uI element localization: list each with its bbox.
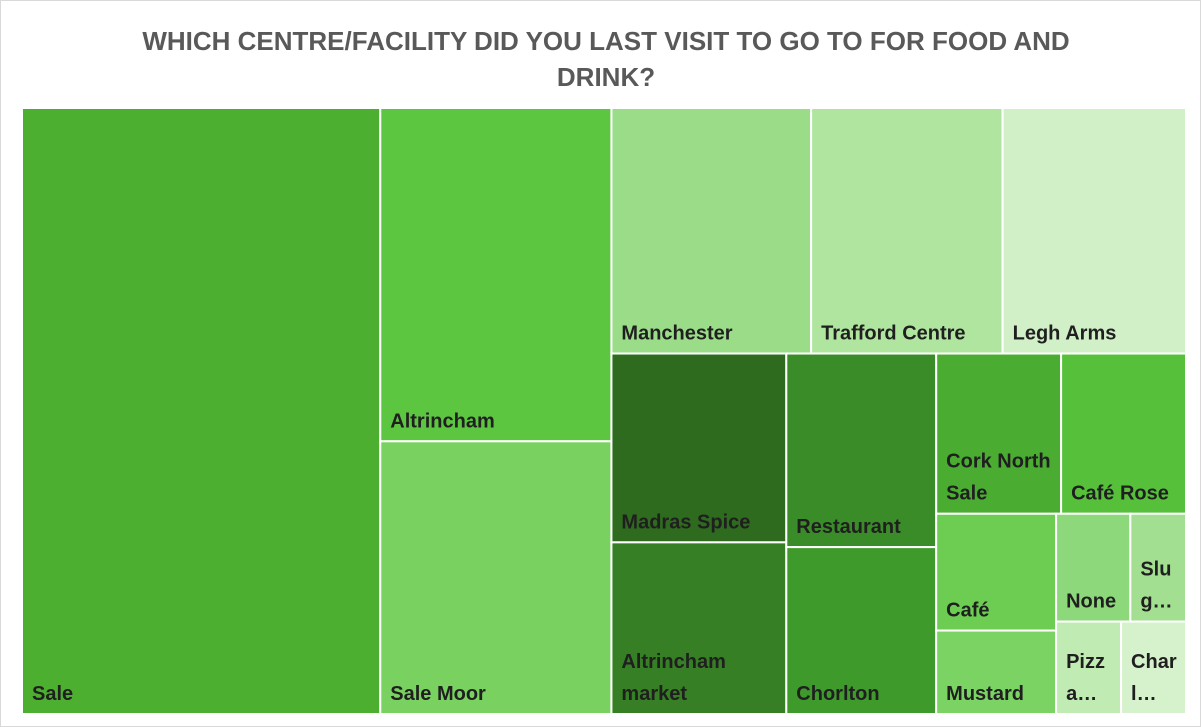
tile-label: Legh Arms bbox=[1013, 323, 1117, 345]
tile bbox=[935, 629, 1058, 715]
tile-label: Café bbox=[946, 600, 989, 622]
tile bbox=[21, 107, 382, 715]
tile bbox=[379, 440, 613, 715]
tile bbox=[610, 107, 813, 355]
tile bbox=[1055, 620, 1123, 715]
tile bbox=[379, 107, 613, 443]
tile-label: Sale bbox=[32, 683, 73, 705]
tile-label: Slu g… bbox=[1140, 559, 1172, 613]
tile-label: Café Rose bbox=[1071, 483, 1169, 505]
tile bbox=[785, 546, 938, 715]
tile bbox=[1001, 107, 1187, 355]
tile-label: Chorlton bbox=[796, 683, 879, 705]
tile-label: Manchester bbox=[621, 323, 732, 345]
tile-label: Trafford Centre bbox=[821, 323, 965, 345]
tile-label: Altrincham market bbox=[621, 651, 731, 705]
tile bbox=[935, 352, 1063, 515]
chart-title: WHICH CENTRE/FACILITY DID YOU LAST VISIT… bbox=[142, 26, 1070, 92]
tile-label: Madras Spice bbox=[621, 511, 750, 533]
tile bbox=[1129, 512, 1188, 623]
tile bbox=[810, 107, 1004, 355]
tile-label: None bbox=[1066, 591, 1116, 613]
tile-label: Altrincham bbox=[390, 410, 494, 432]
tile-label: Pizz a… bbox=[1066, 651, 1105, 705]
tile-label: Restaurant bbox=[796, 516, 901, 538]
tile-label: Cork North Sale bbox=[946, 451, 1056, 505]
tile bbox=[1060, 352, 1187, 515]
tile-label: Sale Moor bbox=[390, 683, 486, 705]
tile bbox=[935, 512, 1058, 632]
tile-label: Char l… bbox=[1131, 651, 1177, 705]
tile-label: Mustard bbox=[946, 683, 1024, 705]
tile bbox=[1120, 620, 1187, 715]
